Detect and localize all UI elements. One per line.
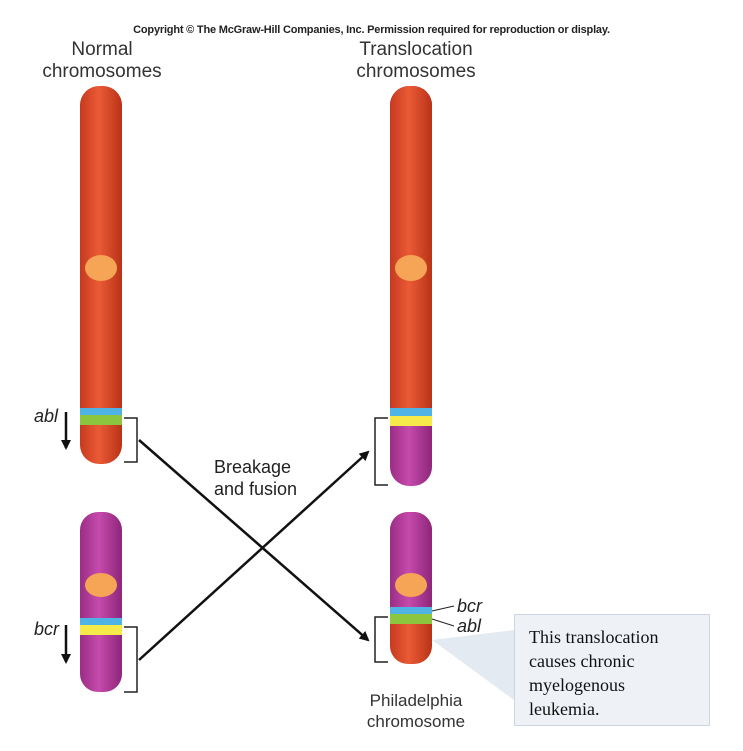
heading-translocation-chromosomes: Translocation chromosomes xyxy=(356,39,476,82)
philadelphia-chromosome-label: Philadelphia chromosome xyxy=(366,691,466,731)
label-abl-philadelphia: abl xyxy=(457,616,482,636)
label-abl-normal: abl xyxy=(34,406,59,426)
ph-band-blue xyxy=(390,607,432,614)
chr22-body xyxy=(80,512,122,692)
arrow-bcr-to-der9 xyxy=(138,450,370,661)
leukemia-callout: This translocation causes chronic myelog… xyxy=(514,614,710,726)
pointer-abl xyxy=(431,618,455,627)
pointer-bcr xyxy=(431,605,455,612)
callout-pointer xyxy=(432,630,514,700)
arrow-abl-to-philadelphia xyxy=(138,439,370,642)
normal-chromosome-9 xyxy=(80,86,122,464)
chr22-centromere xyxy=(85,573,117,597)
chr22-band-blue xyxy=(80,618,122,625)
breakage-fusion-label: Breakage and fusion xyxy=(214,457,298,499)
copyright-notice: Copyright © The McGraw-Hill Companies, I… xyxy=(133,24,610,36)
chr22-band-bcr xyxy=(80,625,122,635)
bracket-abl-left xyxy=(124,417,138,463)
bracket-der9 xyxy=(374,417,388,486)
translocation-chromosome-9 xyxy=(390,86,432,486)
label-bcr-philadelphia: bcr xyxy=(457,596,483,616)
bracket-bcr-left xyxy=(124,626,138,693)
chr9-band-abl xyxy=(80,415,122,425)
chr9-centromere xyxy=(85,255,117,281)
philadelphia-chromosome xyxy=(390,512,432,664)
label-bcr-normal: bcr xyxy=(34,619,60,639)
der9-body xyxy=(390,86,432,422)
der9-band-yellow xyxy=(390,416,432,426)
bracket-philadelphia xyxy=(374,616,388,663)
der9-band-blue xyxy=(390,408,432,416)
heading-normal-chromosomes: Normal chromosomes xyxy=(42,39,162,82)
chr9-band-blue xyxy=(80,408,122,415)
ph-band-green xyxy=(390,614,432,624)
ph-body xyxy=(390,512,432,620)
normal-chromosome-22 xyxy=(80,512,122,692)
ph-centromere xyxy=(395,573,427,597)
der9-centromere xyxy=(395,255,427,281)
